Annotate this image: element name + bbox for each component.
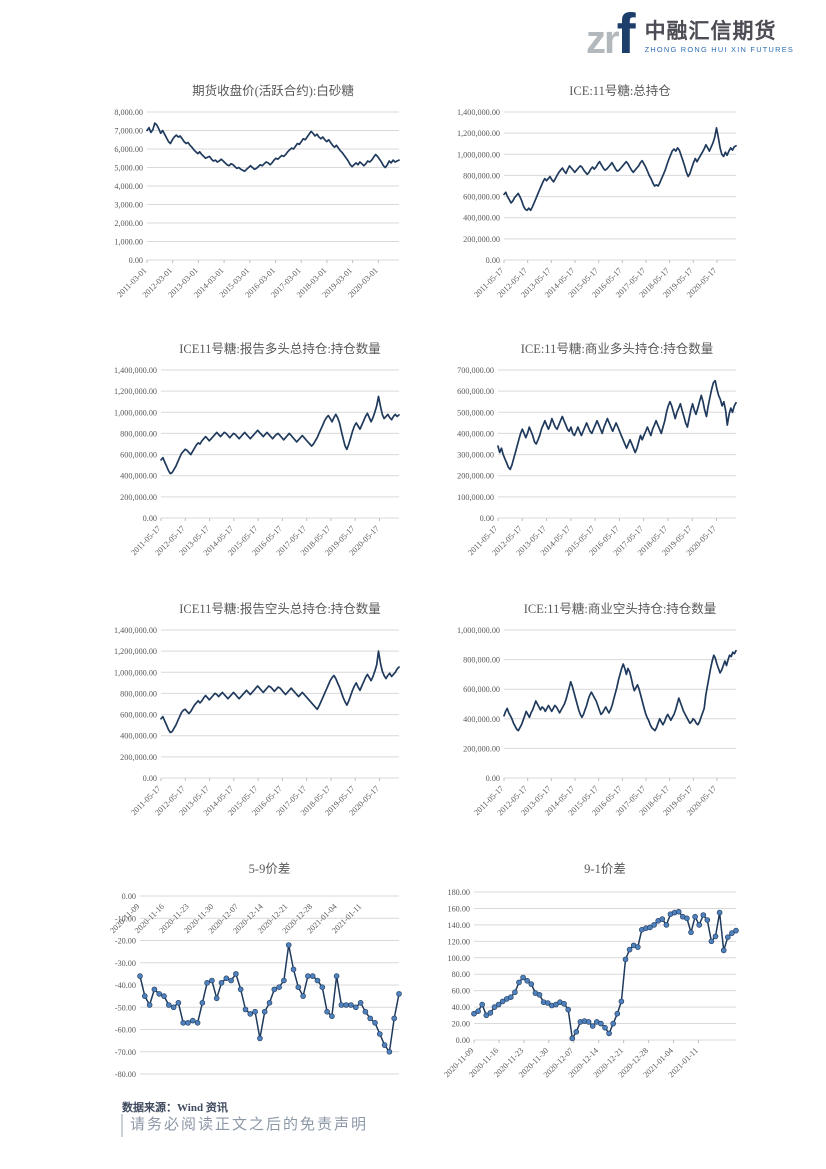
svg-text:7,000.00: 7,000.00 xyxy=(114,127,143,136)
svg-text:1,000,000.00: 1,000,000.00 xyxy=(457,150,500,159)
svg-text:200,000.00: 200,000.00 xyxy=(120,493,157,502)
svg-text:1,400,000.00: 1,400,000.00 xyxy=(457,108,500,117)
svg-text:500,000.00: 500,000.00 xyxy=(457,408,494,417)
svg-text:-50.00: -50.00 xyxy=(115,1003,136,1012)
chart-spread-9-1: 9-1价差 180.00 160.00 140.00 120.00 100.00 80.00… xyxy=(432,856,744,1113)
svg-text:ICE11号糖:报告多头总持仓:持仓数量: ICE11号糖:报告多头总持仓:持仓数量 xyxy=(179,341,381,356)
svg-text:-20.00: -20.00 xyxy=(115,937,136,946)
disclaimer-note: 请务必阅读正文之后的免责声明 xyxy=(121,1114,368,1137)
chart-ice11-total-open-interest: ICE:11号糖:总持仓 1,400,000.00 1,200,000.00 1,00… xyxy=(432,78,744,335)
chart-ice11-commercial-short-oi: ICE:11号糖:商业空头持仓:持仓数量 1,000,000.00 800,000.… xyxy=(432,596,744,853)
svg-text:60.00: 60.00 xyxy=(452,987,470,996)
svg-text:-70.00: -70.00 xyxy=(115,1048,136,1057)
svg-text:期货收盘价(活跃合约):白砂糖: 期货收盘价(活跃合约):白砂糖 xyxy=(192,83,354,98)
svg-text:-40.00: -40.00 xyxy=(115,981,136,990)
svg-text:1,200,000.00: 1,200,000.00 xyxy=(114,647,157,656)
logo-zr-letters: zr xyxy=(586,18,620,62)
svg-text:0.00: 0.00 xyxy=(122,892,136,901)
svg-text:ICE11号糖:报告空头总持仓:持仓数量: ICE11号糖:报告空头总持仓:持仓数量 xyxy=(179,601,381,616)
svg-text:800,000.00: 800,000.00 xyxy=(463,656,500,665)
svg-text:6,000.00: 6,000.00 xyxy=(114,145,143,154)
svg-text:0.00: 0.00 xyxy=(129,256,143,265)
svg-text:800,000.00: 800,000.00 xyxy=(463,171,500,180)
svg-text:8,000.00: 8,000.00 xyxy=(114,108,143,117)
svg-text:300,000.00: 300,000.00 xyxy=(457,451,494,460)
svg-text:1,000,000.00: 1,000,000.00 xyxy=(457,626,500,635)
svg-text:600,000.00: 600,000.00 xyxy=(120,451,157,460)
svg-text:2,000.00: 2,000.00 xyxy=(114,219,143,228)
svg-text:0.00: 0.00 xyxy=(143,514,157,523)
svg-text:200,000.00: 200,000.00 xyxy=(463,744,500,753)
svg-text:1,000.00: 1,000.00 xyxy=(114,238,143,247)
svg-text:160.00: 160.00 xyxy=(447,904,470,913)
svg-text:400,000.00: 400,000.00 xyxy=(120,472,157,481)
svg-text:400,000.00: 400,000.00 xyxy=(120,732,157,741)
company-logo: zr f 中融汇信期货 ZHONG RONG HUI XIN FUTURES xyxy=(586,2,795,66)
svg-text:0.00: 0.00 xyxy=(486,256,500,265)
svg-text:4,000.00: 4,000.00 xyxy=(114,182,143,191)
svg-text:1,000,000.00: 1,000,000.00 xyxy=(114,408,157,417)
svg-text:9-1价差: 9-1价差 xyxy=(584,862,626,876)
svg-text:5-9价差: 5-9价差 xyxy=(249,862,291,876)
svg-text:100.00: 100.00 xyxy=(447,954,470,963)
svg-text:1,400,000.00: 1,400,000.00 xyxy=(114,366,157,375)
svg-text:1,200,000.00: 1,200,000.00 xyxy=(457,129,500,138)
logo-company-name-en: ZHONG RONG HUI XIN FUTURES xyxy=(644,45,795,55)
data-source-note: 数据来源：Wind 资讯 xyxy=(122,1102,228,1114)
chart-ice11-reported-short-oi: ICE11号糖:报告空头总持仓:持仓数量 1,400,000.00 1,200,00… xyxy=(95,596,407,853)
svg-text:-10.00: -10.00 xyxy=(115,914,136,923)
svg-text:ICE:11号糖:商业多头持仓:持仓数量: ICE:11号糖:商业多头持仓:持仓数量 xyxy=(521,341,714,356)
svg-text:20.00: 20.00 xyxy=(452,1020,470,1029)
svg-text:-80.00: -80.00 xyxy=(115,1070,136,1079)
chart-sugar-futures-close: 期货收盘价(活跃合约):白砂糖 8,000.00 7,000.00 6,000.00 5… xyxy=(95,78,407,335)
logo-text: 中融汇信期货 ZHONG RONG HUI XIN FUTURES xyxy=(645,20,795,54)
svg-text:700,000.00: 700,000.00 xyxy=(457,366,494,375)
chart-spread-5-9: 5-9价差 0.00 -10.00 -20.00 -30.00 -40.00 -50.00 -… xyxy=(95,856,407,1113)
svg-text:600,000.00: 600,000.00 xyxy=(120,711,157,720)
logo-zrf-mark: zr f xyxy=(586,2,636,66)
svg-text:200,000.00: 200,000.00 xyxy=(457,472,494,481)
svg-text:3,000.00: 3,000.00 xyxy=(114,201,143,210)
svg-text:0.00: 0.00 xyxy=(143,774,157,783)
svg-text:ICE:11号糖:总持仓: ICE:11号糖:总持仓 xyxy=(569,83,671,98)
svg-text:80.00: 80.00 xyxy=(452,970,470,979)
logo-f-letter: f xyxy=(616,2,636,66)
svg-text:800,000.00: 800,000.00 xyxy=(120,429,157,438)
svg-text:-30.00: -30.00 xyxy=(115,959,136,968)
svg-text:200,000.00: 200,000.00 xyxy=(463,235,500,244)
svg-text:200,000.00: 200,000.00 xyxy=(120,753,157,762)
svg-text:180.00: 180.00 xyxy=(447,888,470,897)
chart-ice11-commercial-long-oi: ICE:11号糖:商业多头持仓:持仓数量 700,000.00 600,000.00… xyxy=(432,336,744,593)
chart-ice11-reported-long-oi: ICE11号糖:报告多头总持仓:持仓数量 1,400,000.00 1,200,00… xyxy=(95,336,407,593)
svg-text:140.00: 140.00 xyxy=(447,921,470,930)
svg-text:-60.00: -60.00 xyxy=(115,1026,136,1035)
svg-text:600,000.00: 600,000.00 xyxy=(463,193,500,202)
svg-text:0.00: 0.00 xyxy=(456,1036,470,1045)
svg-text:1,000,000.00: 1,000,000.00 xyxy=(114,668,157,677)
svg-text:1,200,000.00: 1,200,000.00 xyxy=(114,387,157,396)
svg-text:800,000.00: 800,000.00 xyxy=(120,689,157,698)
svg-text:5,000.00: 5,000.00 xyxy=(114,164,143,173)
svg-text:120.00: 120.00 xyxy=(447,937,470,946)
svg-text:100,000.00: 100,000.00 xyxy=(457,493,494,502)
svg-text:400,000.00: 400,000.00 xyxy=(457,429,494,438)
svg-text:0.00: 0.00 xyxy=(486,774,500,783)
svg-text:400,000.00: 400,000.00 xyxy=(463,214,500,223)
svg-text:0.00: 0.00 xyxy=(480,514,494,523)
svg-text:1,400,000.00: 1,400,000.00 xyxy=(114,626,157,635)
svg-text:600,000.00: 600,000.00 xyxy=(463,685,500,694)
svg-text:40.00: 40.00 xyxy=(452,1003,470,1012)
svg-text:ICE:11号糖:商业空头持仓:持仓数量: ICE:11号糖:商业空头持仓:持仓数量 xyxy=(524,601,717,616)
logo-company-name-cn: 中融汇信期货 xyxy=(644,19,777,43)
svg-text:600,000.00: 600,000.00 xyxy=(457,387,494,396)
svg-text:400,000.00: 400,000.00 xyxy=(463,715,500,724)
